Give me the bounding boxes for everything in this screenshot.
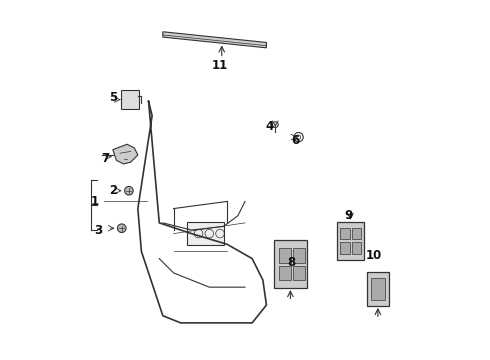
FancyBboxPatch shape [187,222,224,245]
Polygon shape [163,32,267,48]
Text: 5: 5 [109,91,117,104]
FancyBboxPatch shape [352,228,362,239]
FancyBboxPatch shape [279,248,291,262]
Text: 2: 2 [109,184,117,197]
FancyBboxPatch shape [121,90,139,109]
Text: 6: 6 [291,134,299,147]
Text: 8: 8 [287,256,295,269]
Text: 9: 9 [344,209,353,222]
Circle shape [118,224,126,233]
Circle shape [124,186,133,195]
Polygon shape [113,144,138,164]
Text: 1: 1 [91,195,99,208]
Text: 10: 10 [366,248,382,261]
FancyBboxPatch shape [337,222,364,260]
FancyBboxPatch shape [367,272,389,306]
FancyBboxPatch shape [341,242,350,253]
FancyBboxPatch shape [371,278,385,300]
FancyBboxPatch shape [293,248,305,262]
FancyBboxPatch shape [293,266,305,280]
Text: 4: 4 [266,120,274,133]
Text: 11: 11 [212,59,228,72]
FancyBboxPatch shape [352,242,362,253]
Text: 3: 3 [95,224,102,237]
FancyBboxPatch shape [274,240,307,288]
FancyBboxPatch shape [279,266,291,280]
FancyBboxPatch shape [341,228,350,239]
Text: 7: 7 [101,152,110,165]
